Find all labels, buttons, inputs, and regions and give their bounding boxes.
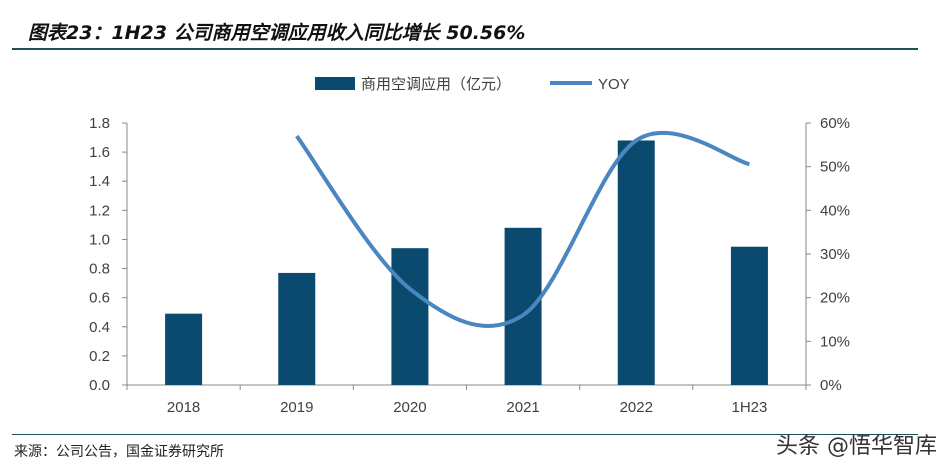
left-tick-label: 0.2 [89,348,110,365]
right-tick-label: 0% [820,377,842,394]
bar-2019 [278,272,316,385]
watermark: 头条 @悟华智库 [776,434,937,459]
bar-2020 [391,248,429,385]
left-tick-label: 0.0 [89,377,110,394]
x-tick-label: 2019 [280,399,313,416]
x-tick-label: 2018 [167,399,200,416]
left-tick-label: 1.0 [89,231,110,248]
x-tick-label: 2020 [393,399,426,416]
x-tick-label: 2022 [620,399,653,416]
bar-2018 [165,313,203,385]
right-tick-label: 20% [820,290,850,307]
bar-2021 [504,227,542,385]
bar-1H23 [730,246,768,385]
left-tick-label: 1.4 [89,173,110,190]
figure-title: 图表23：1H23 公司商用空调应用收入同比增长 50.56% [28,22,526,44]
footer-divider [12,434,918,435]
left-tick-label: 1.8 [89,115,110,132]
yoy-line [295,131,750,328]
source-note: 来源：公司公告，国金证券研究所 [14,444,224,460]
legend-bar-label: 商用空调应用（亿元） [361,75,511,93]
left-tick-label: 0.8 [89,261,110,278]
right-tick-label: 60% [820,115,850,132]
bar-2022 [617,140,655,385]
right-tick-label: 50% [820,159,850,176]
right-tick-label: 30% [820,246,850,263]
left-tick-label: 1.6 [89,144,110,161]
left-tick-label: 1.2 [89,202,110,219]
right-tick-label: 10% [820,333,850,350]
title-divider [12,48,918,50]
x-tick-label: 2021 [506,399,539,416]
x-tick-label: 1H23 [731,399,767,416]
left-tick-label: 0.6 [89,290,110,307]
right-tick-label: 40% [820,202,850,219]
left-tick-label: 0.4 [89,319,110,336]
legend-line-label: YOY [598,76,630,93]
chart: 0.0 0.2 0.4 0.6 0.8 1.0 1.2 1.4 1.6 1.8 0% 10% 20% 30… [89,75,850,416]
legend-bar-swatch [315,77,355,90]
